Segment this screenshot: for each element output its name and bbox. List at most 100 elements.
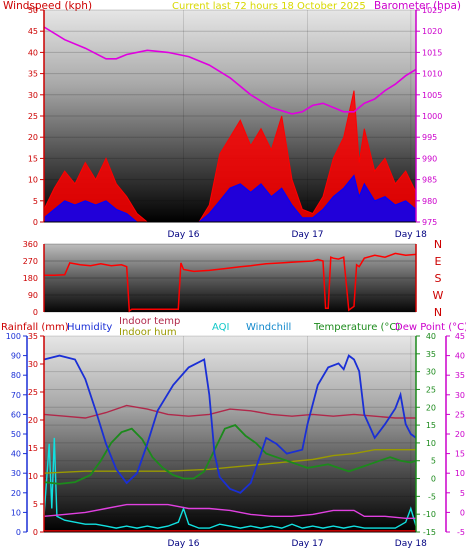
barometer-tick-label: 1015 xyxy=(422,48,442,57)
barometer-tick-label: 1000 xyxy=(422,112,442,121)
compass-label: N xyxy=(434,238,442,251)
dew-point-tick-label: 10 xyxy=(455,469,465,478)
aqi-legend: AQI xyxy=(212,322,230,333)
series-indoor-hum xyxy=(43,449,416,474)
humidity-tick-label: 100 xyxy=(6,332,21,341)
rainfall-tick-label: 15 xyxy=(28,444,38,453)
wind-tick-label: 20 xyxy=(28,133,38,142)
rainfall-tick-label: 5 xyxy=(33,500,38,509)
dew-point-tick-label: -5 xyxy=(457,528,465,537)
rainfall-tick-label: 20 xyxy=(28,416,38,425)
wind-tick-label: 25 xyxy=(28,112,38,121)
humidity-tick-label: 50 xyxy=(11,430,21,439)
wind-tick-label: 15 xyxy=(28,154,38,163)
humidity-tick-label: 60 xyxy=(11,410,21,419)
humidity-tick-label: 0 xyxy=(16,528,21,537)
dew-point-tick-label: 0 xyxy=(460,508,465,517)
wind-tick-label: 10 xyxy=(28,176,38,185)
direction-tick-label: 0 xyxy=(33,308,38,317)
barometer-tick-label: 1010 xyxy=(422,70,442,79)
dew-point-tick-label: 25 xyxy=(455,410,465,419)
direction-tick-label: 90 xyxy=(28,291,38,300)
temperature-tick-label: 40 xyxy=(426,332,436,341)
humidity-tick-label: 40 xyxy=(11,450,21,459)
temp-x-tick-label: Day 17 xyxy=(291,539,323,549)
compass-label: N xyxy=(434,306,442,319)
humidity-tick-label: 90 xyxy=(11,352,21,361)
temp-x-tick-label: Day 16 xyxy=(167,539,199,549)
wind-tick-label: 40 xyxy=(28,48,38,57)
barometer-tick-label: 990 xyxy=(422,154,437,163)
indoor-temp-legend: Indoor temp xyxy=(119,316,180,327)
wind-x-tick-label: Day 18 xyxy=(395,230,427,240)
humidity-tick-label: 80 xyxy=(11,371,21,380)
wind-tick-label: 30 xyxy=(28,91,38,100)
humidity-tick-label: 70 xyxy=(11,391,21,400)
rainfall-tick-label: 25 xyxy=(28,388,38,397)
dew-point-tick-label: 15 xyxy=(455,450,465,459)
temperature-tick-label: 30 xyxy=(426,368,436,377)
wind-series-gust xyxy=(43,90,417,223)
wind-tick-label: 0 xyxy=(33,218,38,227)
rainfall-axis-title: Rainfall (mm) xyxy=(1,322,69,333)
wind-x-tick-label: Day 17 xyxy=(291,230,323,240)
temperature-tick-label: 5 xyxy=(431,457,436,466)
compass-label: S xyxy=(435,272,442,285)
series-humidity xyxy=(43,354,417,494)
compass-label: W xyxy=(433,289,444,302)
temperature-tick-label: -10 xyxy=(423,510,436,519)
humidity-tick-label: 30 xyxy=(11,469,21,478)
dew-point-tick-label: 5 xyxy=(460,489,465,498)
compass-label: E xyxy=(435,255,442,268)
wind-tick-label: 45 xyxy=(28,27,38,36)
dew-point-axis-title: Dew Point (°C) xyxy=(395,322,466,333)
dew-point-tick-label: 35 xyxy=(455,371,465,380)
temperature-axis-title: Temperature (°C) xyxy=(313,322,400,333)
dew-point-tick-label: 20 xyxy=(455,430,465,439)
temperature-tick-label: -15 xyxy=(423,528,436,537)
barometer-tick-label: 985 xyxy=(422,176,437,185)
series-temperature xyxy=(43,424,417,485)
barometer-tick-label: 975 xyxy=(422,218,437,227)
temperature-tick-label: 10 xyxy=(426,439,436,448)
dew-point-tick-label: 45 xyxy=(455,332,465,341)
temperature-tick-label: 15 xyxy=(426,421,436,430)
humidity-tick-label: 10 xyxy=(11,508,21,517)
barometer-tick-label: 995 xyxy=(422,133,437,142)
temperature-tick-label: 35 xyxy=(426,350,436,359)
rainfall-tick-label: 10 xyxy=(28,472,38,481)
barometer-tick-label: 1005 xyxy=(422,91,442,100)
temperature-tick-label: 20 xyxy=(426,403,436,412)
wind-tick-label: 50 xyxy=(28,6,38,15)
dew-point-tick-label: 40 xyxy=(455,352,465,361)
wind-x-tick-label: Day 16 xyxy=(167,230,199,240)
temperature-tick-label: 0 xyxy=(431,475,436,484)
direction-tick-label: 270 xyxy=(23,257,38,266)
temp-x-tick-label: Day 18 xyxy=(395,539,427,549)
temperature-tick-label: 25 xyxy=(426,385,436,394)
series-layer xyxy=(43,26,417,532)
humidity-tick-label: 20 xyxy=(11,489,21,498)
rainfall-tick-label: 30 xyxy=(28,360,38,369)
rainfall-tick-label: 35 xyxy=(28,332,38,341)
indoor-hum-legend: Indoor hum xyxy=(119,327,177,338)
direction-tick-label: 360 xyxy=(23,240,38,249)
windchill-legend: Windchill xyxy=(246,322,291,333)
series-dew-point xyxy=(43,503,416,519)
axes-layer: 0510152025303540455097598098599099510001… xyxy=(6,6,465,549)
wind-direction-line xyxy=(44,252,417,313)
temp-panel-bg xyxy=(44,336,416,532)
barometer-tick-label: 1020 xyxy=(422,27,442,36)
dew-point-tick-label: 30 xyxy=(455,391,465,400)
barometer-axis-title: Barometer (hpa) xyxy=(374,0,461,12)
chart-title: Current last 72 hours 18 October 2025 xyxy=(172,1,366,12)
barometer-tick-label: 980 xyxy=(422,197,437,206)
humidity-legend: Humidity xyxy=(67,322,112,333)
barometer-tick-label: 1025 xyxy=(422,6,442,15)
wind-series-average xyxy=(43,174,417,223)
barometer-line xyxy=(43,26,417,115)
series-aqi xyxy=(43,437,417,529)
wind-tick-label: 35 xyxy=(28,70,38,79)
